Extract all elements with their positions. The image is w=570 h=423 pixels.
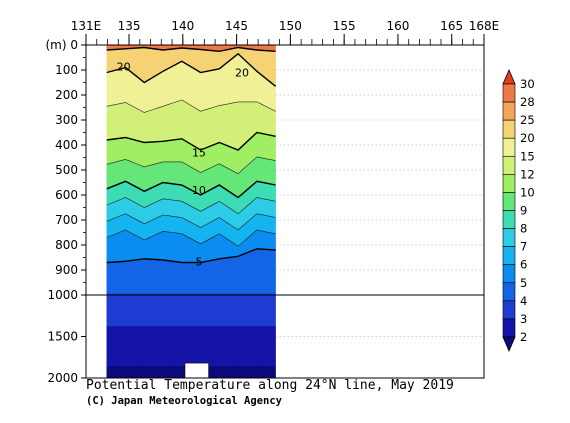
x-tick-label: 135 bbox=[118, 19, 141, 33]
y-tick-label: 100 bbox=[55, 63, 78, 77]
colorbar-box bbox=[502, 300, 516, 320]
contour-label: 20 bbox=[117, 60, 131, 73]
colorbar-label: 30 bbox=[520, 77, 535, 91]
isotherm-25 bbox=[106, 46, 276, 53]
y-tick-label: 800 bbox=[55, 238, 78, 252]
chart-title: Potential Temperature along 24°N line, M… bbox=[86, 378, 454, 393]
colorbar-label: 7 bbox=[520, 240, 527, 254]
colorbar-box bbox=[502, 137, 516, 157]
colorbar-top-triangle bbox=[502, 68, 516, 85]
x-tick-label: 131E bbox=[71, 19, 102, 33]
y-tick-label: 900 bbox=[55, 263, 78, 277]
colorbar-box bbox=[502, 119, 516, 139]
colorbar-label: 10 bbox=[520, 185, 535, 199]
isotherm-5 bbox=[106, 248, 276, 264]
x-tick-label: 165 bbox=[440, 19, 463, 33]
x-tick-label: 155 bbox=[333, 19, 356, 33]
y-tick-label: 1500 bbox=[47, 330, 78, 344]
thin-isotherm-8 bbox=[106, 229, 276, 247]
x-tick-label: 150 bbox=[279, 19, 302, 33]
seafloor-notch bbox=[184, 362, 209, 379]
thin-isotherm-6 bbox=[106, 197, 276, 215]
colorbar: 2 3 4 5 6 7 8 9 10 12 15 20 25 28 30 bbox=[502, 68, 535, 353]
isotherm-20 bbox=[106, 52, 277, 87]
colorbar-box bbox=[502, 246, 516, 266]
y-tick-label: 200 bbox=[55, 88, 78, 102]
isotherm-10 bbox=[106, 180, 276, 199]
contour-label: 15 bbox=[192, 147, 206, 160]
x-tick-label: 145 bbox=[225, 19, 248, 33]
x-tick-label: 168E bbox=[469, 19, 500, 33]
colorbar-label: 8 bbox=[520, 222, 527, 236]
chart-credit: (C) Japan Meteorological Agency bbox=[86, 395, 282, 407]
colorbar-box bbox=[502, 318, 516, 338]
y-tick-label: 1000 bbox=[47, 288, 78, 302]
colorbar-label: 4 bbox=[520, 294, 527, 308]
colorbar-label: 9 bbox=[520, 204, 527, 218]
y-tick-label: 700 bbox=[55, 213, 78, 227]
contour-labels: 20 20 15 10 5 bbox=[117, 60, 249, 268]
temperature-band-11 bbox=[106, 293, 276, 327]
colorbar-label: 6 bbox=[520, 258, 527, 272]
colorbar-label: 25 bbox=[520, 113, 535, 127]
thin-isotherm-2 bbox=[106, 99, 276, 113]
colorbar-label: 5 bbox=[520, 276, 527, 290]
colorbar-label: 20 bbox=[520, 131, 535, 145]
y-tick-label: 300 bbox=[55, 113, 78, 127]
thin-isotherm-4 bbox=[106, 156, 276, 175]
y-tick-label: 600 bbox=[55, 188, 78, 202]
x-tick-label: 160 bbox=[386, 19, 409, 33]
colorbar-box bbox=[502, 228, 516, 247]
y-axis-unit-label: (m) 0 bbox=[45, 38, 78, 52]
contour-label: 5 bbox=[195, 255, 202, 268]
axes: 131E 135 140 145 150 155 160 165 168E10020030040… bbox=[45, 19, 499, 385]
plot-frame bbox=[85, 44, 485, 379]
y-tick-label: 400 bbox=[55, 138, 78, 152]
colorbar-box bbox=[502, 264, 516, 284]
y-tick-label: 2000 bbox=[47, 371, 78, 385]
grid-lines bbox=[86, 69, 484, 337]
colorbar-box bbox=[502, 210, 516, 229]
colorbar-box bbox=[502, 155, 516, 175]
colorbar-label: 12 bbox=[520, 167, 535, 181]
isotherm-15 bbox=[106, 131, 276, 151]
colorbar-box bbox=[502, 192, 516, 211]
colorbar-label: 15 bbox=[520, 149, 535, 163]
colorbar-label: 28 bbox=[520, 95, 535, 109]
colorbar-bottom-triangle bbox=[502, 336, 516, 353]
colorbar-label: 3 bbox=[520, 312, 527, 326]
colorbar-box bbox=[502, 282, 516, 302]
colorbar-label: 2 bbox=[520, 330, 527, 344]
y-tick-label: 500 bbox=[55, 163, 78, 177]
contour-label: 20 bbox=[235, 67, 249, 80]
colorbar-box bbox=[502, 83, 516, 103]
colorbar-box bbox=[502, 101, 516, 121]
temperature-fill bbox=[106, 44, 276, 379]
contour-label: 10 bbox=[192, 184, 206, 197]
temperature-band-12 bbox=[106, 326, 276, 367]
x-tick-label: 140 bbox=[171, 19, 194, 33]
isotherm-lines bbox=[106, 46, 277, 264]
colorbar-box bbox=[502, 174, 516, 193]
thin-isotherm-7 bbox=[106, 213, 276, 231]
